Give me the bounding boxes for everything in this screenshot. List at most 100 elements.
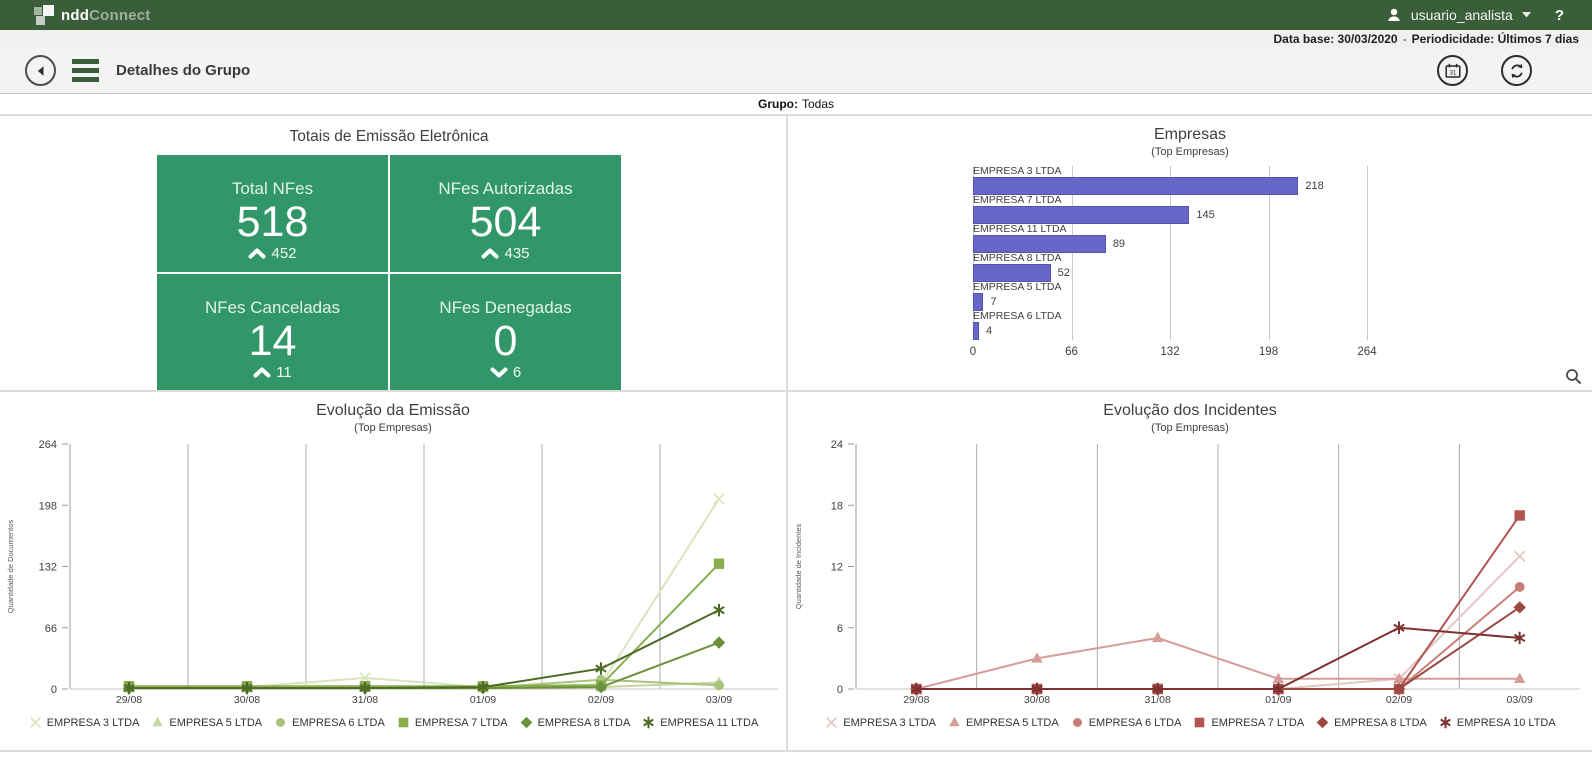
separator: - xyxy=(1402,32,1407,46)
bar-row: EMPRESA 7 LTDA 145 xyxy=(973,195,1367,224)
evolucao-emissao-legend: EMPRESA 3 LTDA EMPRESA 5 LTDA EMPRESA 6 LT… xyxy=(0,716,786,729)
bar-empresa-11-ltda[interactable]: 89 xyxy=(973,235,1125,253)
legend-marker-triangle xyxy=(949,716,960,727)
kpi-card-nfes-canceladas[interactable]: NFes Canceladas 14 11 xyxy=(157,274,388,390)
bar-label-empresa-5-ltda: EMPRESA 5 LTDA xyxy=(973,281,1062,293)
data-base-value: 30/03/2020 xyxy=(1337,32,1398,46)
period-value: Últimos 7 dias xyxy=(1497,32,1579,46)
svg-text:31/08: 31/08 xyxy=(1145,694,1171,706)
svg-text:12: 12 xyxy=(831,562,843,574)
svg-text:31: 31 xyxy=(1449,70,1456,76)
kpi-card-nfes-denegadas[interactable]: NFes Denegadas 0 6 xyxy=(390,274,621,390)
legend-item-empresa-8-ltda: EMPRESA 8 LTDA xyxy=(519,716,630,729)
calendar-icon: 31 xyxy=(1444,63,1461,78)
logo-connect: Connect xyxy=(89,6,151,24)
chevron-down-icon xyxy=(1521,12,1531,18)
back-arrow-icon xyxy=(37,65,43,76)
group-label: Grupo: xyxy=(757,97,798,111)
evolucao-emissao-plot: 0 66 132 198 264 Quantidade de Documentos 29/0… xyxy=(0,439,786,707)
page-title: Detalhes do Grupo xyxy=(116,62,251,79)
kpi-card-value: 504 xyxy=(469,198,542,246)
back-button[interactable] xyxy=(25,55,56,86)
empresas-title: Empresas xyxy=(1153,126,1227,143)
legend-marker-diamond xyxy=(1316,716,1329,729)
empresas-subtitle: (Top Empresas) xyxy=(1151,146,1229,158)
legend-item-empresa-8-ltda: EMPRESA 8 LTDA xyxy=(1315,716,1427,729)
svg-text:18: 18 xyxy=(831,500,843,512)
evolucao-incidentes-legend: EMPRESA 3 LTDA EMPRESA 5 LTDA EMPRESA 6 LT… xyxy=(788,716,1592,729)
legend-marker-diamond xyxy=(520,716,532,729)
bar-label-empresa-7-ltda: EMPRESA 7 LTDA xyxy=(973,194,1062,206)
magnifier-icon[interactable] xyxy=(1565,368,1582,385)
bar-empresa-7-ltda[interactable]: 145 xyxy=(973,206,1215,224)
bar-row: EMPRESA 8 LTDA 52 xyxy=(973,253,1367,282)
svg-text:30/08: 30/08 xyxy=(1024,694,1050,706)
help-button[interactable]: ? xyxy=(1554,6,1564,24)
kpi-card-nfes-autorizadas[interactable]: NFes Autorizadas 504 435 xyxy=(390,155,621,272)
legend-item-empresa-6-ltda: EMPRESA 6 LTDA xyxy=(273,716,385,729)
svg-text:03/09: 03/09 xyxy=(1507,694,1533,706)
menu-button[interactable] xyxy=(72,59,99,82)
svg-text:6: 6 xyxy=(837,623,843,635)
bar-row: EMPRESA 5 LTDA 7 xyxy=(973,282,1367,311)
svg-text:01/09: 01/09 xyxy=(1265,694,1291,706)
info-bar: Data base: 30/03/2020 - Periodicidade: Ú… xyxy=(0,30,1592,48)
bar-empresa-6-ltda[interactable]: 4 xyxy=(973,322,992,340)
kpi-card-label: Total NFes xyxy=(231,179,314,198)
group-value: Todas xyxy=(801,97,835,111)
x-tick: 0 xyxy=(969,346,977,358)
legend-marker-circle xyxy=(1072,718,1082,727)
bar-row: EMPRESA 6 LTDA 4 xyxy=(973,311,1367,340)
period-label: Periodicidade: xyxy=(1411,32,1495,46)
evolucao-incidentes-title: Evolução dos Incidentes xyxy=(1103,402,1277,419)
kpi-card-value: 0 xyxy=(493,317,518,365)
legend-marker-circle xyxy=(276,718,286,727)
svg-text:29/08: 29/08 xyxy=(903,694,929,706)
kpi-trend-value: 435 xyxy=(504,245,530,263)
bar-empresa-5-ltda[interactable]: 7 xyxy=(973,293,997,311)
evolucao-emissao-title: Evolução da Emissão xyxy=(316,402,470,419)
bar-empresa-3-ltda[interactable]: 218 xyxy=(973,177,1324,195)
totais-emissao-panel: Totais de Emissão Eletrônica Total NFes … xyxy=(0,116,786,390)
user-icon xyxy=(1388,8,1400,21)
legend-marker-x xyxy=(826,717,838,728)
bar-label-empresa-8-ltda: EMPRESA 8 LTDA xyxy=(973,252,1062,264)
kpi-card-total-nfes[interactable]: Total NFes 518 452 xyxy=(157,155,388,272)
empresas-panel: Empresas (Top Empresas) EMPRESA 3 LTDA 21… xyxy=(788,116,1592,390)
legend-item-empresa-7-ltda: EMPRESA 7 LTDA xyxy=(1192,716,1304,729)
trend-up-icon xyxy=(248,248,266,259)
legend-item-empresa-11-ltda: EMPRESA 11 LTDA xyxy=(641,716,758,729)
evolucao-emissao-panel: Evolução da Emissão (Top Empresas) 0 66 13… xyxy=(0,392,786,750)
bar-value: 52 xyxy=(1057,267,1070,279)
bar-row: EMPRESA 11 LTDA 89 xyxy=(973,224,1367,253)
series-empresa-10-ltda xyxy=(910,621,1526,696)
gridline xyxy=(1268,166,1270,340)
evolucao-incidentes-subtitle: (Top Empresas) xyxy=(1151,422,1229,434)
kpi-trend-value: 452 xyxy=(271,245,297,263)
refresh-button[interactable] xyxy=(1501,55,1532,86)
calendar-button[interactable]: 31 xyxy=(1437,55,1468,86)
legend-item-empresa-3-ltda: EMPRESA 3 LTDA xyxy=(28,716,139,729)
top-bar: nddConnect usuario_analista ? xyxy=(0,0,1592,30)
x-tick: 66 xyxy=(1065,346,1078,358)
group-row: Grupo: Todas xyxy=(0,93,1592,114)
gridline xyxy=(1367,166,1368,340)
x-tick: 264 xyxy=(1357,346,1377,358)
user-name: usuario_analista xyxy=(1410,7,1513,23)
svg-text:66: 66 xyxy=(45,623,57,635)
svg-text:02/09: 02/09 xyxy=(1386,694,1412,706)
bar-empresa-8-ltda[interactable]: 52 xyxy=(973,264,1070,282)
evolucao-emissao-subtitle: (Top Empresas) xyxy=(354,422,432,434)
kpi-cards: Total NFes 518 452 NFes Autorizadas 504 … xyxy=(157,155,621,390)
user-menu[interactable]: usuario_analista xyxy=(1386,7,1531,23)
empresas-bar-chart: EMPRESA 3 LTDA 218 EMPRESA 7 LTDA 145 EMPRES… xyxy=(969,166,1377,362)
legend-marker-square xyxy=(1195,717,1205,728)
trend-down-icon xyxy=(490,367,508,378)
gridline xyxy=(1170,166,1171,340)
logo-ndd: ndd xyxy=(61,6,90,24)
svg-text:0: 0 xyxy=(51,684,57,696)
legend-item-empresa-7-ltda: EMPRESA 7 LTDA xyxy=(396,716,508,729)
evolucao-incidentes-plot: 0 6 12 18 24 Quantidade de Incidentes 29/08 30/… xyxy=(788,439,1592,707)
legend-item-empresa-3-ltda: EMPRESA 3 LTDA xyxy=(824,716,936,729)
legend-marker-triangle xyxy=(152,716,164,727)
